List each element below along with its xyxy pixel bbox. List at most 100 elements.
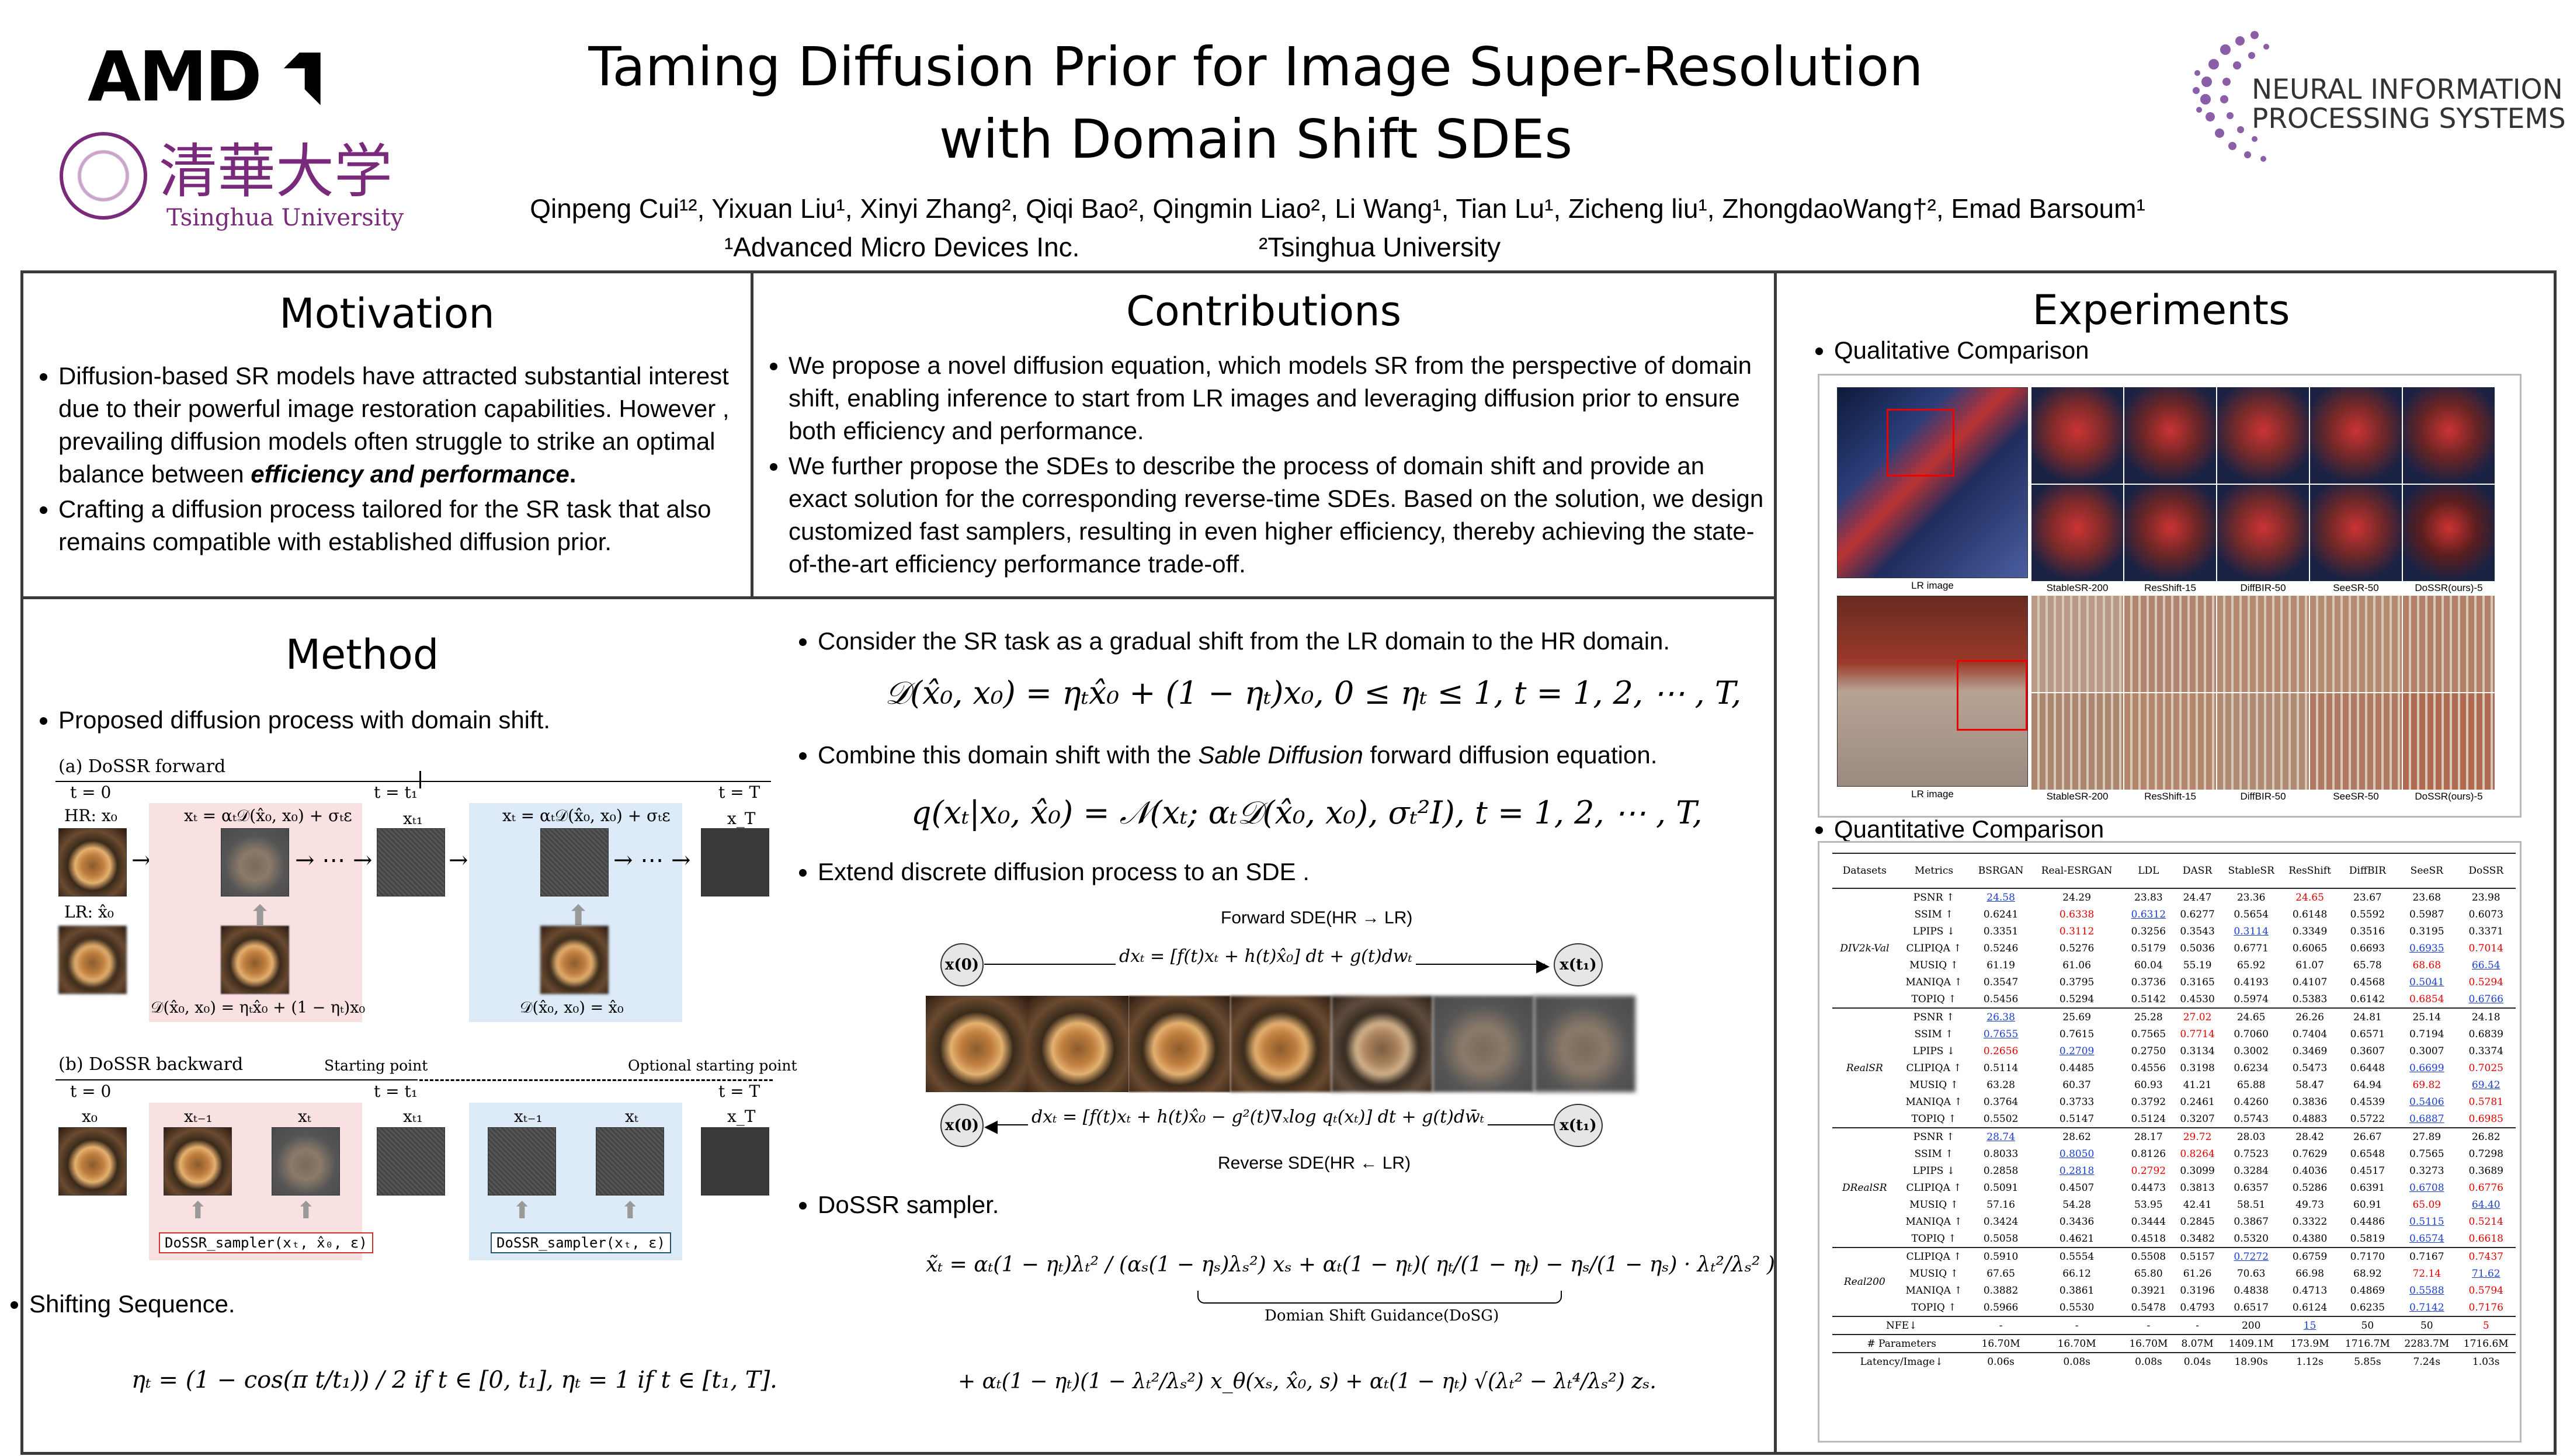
table-cell: 0.3134 bbox=[2180, 1045, 2215, 1057]
table-cell: 26.26 bbox=[2281, 1007, 2338, 1026]
table-row: MANIQA ↑ 0.3547 0.3795 0.3736 0.3165 0.4193 0.… bbox=[1832, 974, 2516, 991]
table-cell: 0.5124 bbox=[2131, 1113, 2166, 1125]
table-cell: 0.4193 bbox=[2234, 976, 2269, 988]
table-cell: 0.6887 bbox=[2409, 1113, 2444, 1125]
table-row: CLIPIQA ↑ 0.5246 0.5276 0.5179 0.5036 0.6771 0… bbox=[1832, 940, 2516, 957]
table-cell: 0.3547 bbox=[1983, 976, 2019, 988]
table-cell: 49.73 bbox=[2295, 1198, 2324, 1211]
table-cell: 72.14 bbox=[2412, 1267, 2442, 1280]
table-header-cell: DoSSR bbox=[2468, 865, 2504, 877]
table-cell: 0.4883 bbox=[2292, 1113, 2328, 1125]
table-cell: 0.3196 bbox=[2180, 1284, 2215, 1297]
table-cell: 0.3444 bbox=[2131, 1215, 2166, 1228]
table-cell: 0.4838 bbox=[2234, 1284, 2269, 1297]
up-arrow-pink-back-1: ⬆ bbox=[188, 1198, 208, 1224]
table-cell: 23.83 bbox=[2134, 891, 2163, 904]
sde-strip-frame-1 bbox=[926, 996, 1027, 1092]
table-cell: 1.12s bbox=[2281, 1352, 2338, 1370]
qual-lr-caption-1: LR image bbox=[1911, 580, 1954, 591]
table-cell: 0.3195 bbox=[2409, 925, 2444, 937]
table-cell: 0.3736 bbox=[2131, 976, 2166, 988]
up-arrow-blue-back-2: ⬆ bbox=[620, 1198, 640, 1224]
equation-forward-diffusion: q(xₜ|x₀, x̂₀) = 𝒩(xₜ; αₜ𝒟(x̂₀, x₀), σₜ²I… bbox=[911, 794, 1703, 831]
table-cell: 0.6708 bbox=[2409, 1182, 2444, 1194]
table-cell: 0.5294 bbox=[2059, 993, 2095, 1005]
table-cell: MANIQA ↑ bbox=[1905, 1215, 1963, 1228]
table-cell: 69.42 bbox=[2471, 1079, 2500, 1091]
table-cell: 0.5794 bbox=[2468, 1284, 2503, 1297]
table-cell: TOPIQ ↑ bbox=[1911, 993, 1957, 1005]
table-cell: 0.7194 bbox=[2409, 1028, 2444, 1040]
table-cell: 0.5147 bbox=[2059, 1113, 2095, 1125]
table-row: TOPIQ ↑ 0.5456 0.5294 0.5142 0.4530 0.5974 0.5… bbox=[1832, 991, 2516, 1008]
qual-crop-caption: DiffBIR-50 bbox=[2240, 791, 2286, 802]
forward-tT: t = T bbox=[718, 783, 760, 802]
table-header-cell: LDL bbox=[2138, 865, 2159, 877]
table-cell: 0.3349 bbox=[2292, 925, 2328, 937]
table-cell: 200 bbox=[2220, 1316, 2282, 1335]
table-cell: 173.9M bbox=[2281, 1334, 2338, 1353]
table-dataset-cell: RealSR bbox=[1832, 1007, 1897, 1128]
table-cell: 0.4556 bbox=[2131, 1062, 2166, 1074]
table-cell: 0.5214 bbox=[2468, 1215, 2503, 1228]
table-cell: 0.2818 bbox=[2059, 1165, 2095, 1177]
backward-pink-xt: xₜ bbox=[298, 1107, 311, 1126]
starting-point-label: Starting point bbox=[324, 1057, 428, 1074]
qual-lr-caption-2: LR image bbox=[1911, 788, 1954, 800]
table-cell: 0.6235 bbox=[2350, 1301, 2385, 1313]
author-list: Qinpeng Cui¹², Yixuan Liu¹, Xinyi Zhang²… bbox=[530, 193, 2145, 224]
table-header-cell: BSRGAN bbox=[1978, 865, 2024, 877]
up-arrow-pink-back-2: ⬆ bbox=[296, 1198, 316, 1224]
table-cell: 0.6124 bbox=[2292, 1301, 2328, 1313]
table-row: LPIPS ↓ 0.2858 0.2818 0.2792 0.3099 0.3284 0.4… bbox=[1832, 1162, 2516, 1179]
table-cell: 24.81 bbox=[2338, 1007, 2398, 1026]
up-arrow-blue-back-1: ⬆ bbox=[512, 1198, 532, 1224]
table-cell: 0.7714 bbox=[2180, 1028, 2215, 1040]
method-bullet-consider: Consider the SR task as a gradual shift … bbox=[783, 625, 1776, 660]
lr-cat-image bbox=[58, 926, 127, 994]
forward-t0: t = 0 bbox=[70, 783, 112, 802]
table-cell: 60.37 bbox=[2062, 1079, 2091, 1091]
backward-diagram-label: (b) DoSSR backward bbox=[58, 1054, 244, 1075]
table-cell: 64.40 bbox=[2471, 1198, 2500, 1211]
table-cell: 0.8264 bbox=[2180, 1148, 2215, 1160]
table-cell: 28.74 bbox=[1971, 1127, 2031, 1145]
forward-xT-label: x_T bbox=[727, 809, 756, 828]
table-cell: MANIQA ↑ bbox=[1905, 1284, 1963, 1297]
table-cell: 0.8033 bbox=[1983, 1148, 2019, 1160]
method-bullet-combine: Combine this domain shift with the Sable… bbox=[783, 739, 1776, 774]
table-cell: 0.7298 bbox=[2468, 1148, 2503, 1160]
forward-pink-mixed-image bbox=[221, 926, 289, 994]
table-cell: 0.4539 bbox=[2350, 1096, 2385, 1108]
backward-t1: t = t₁ bbox=[374, 1082, 418, 1101]
table-cell: 0.2858 bbox=[1983, 1165, 2019, 1177]
backward-timeline bbox=[55, 1079, 418, 1080]
backward-tT: t = T bbox=[718, 1082, 760, 1101]
sampler-pink-box: DoSSR_sampler(xₜ, x̂₀, ε) bbox=[159, 1232, 373, 1253]
table-cell: 0.5179 bbox=[2131, 942, 2166, 954]
table-cell: 0.5473 bbox=[2292, 1062, 2328, 1074]
table-cell: 0.7565 bbox=[2409, 1148, 2444, 1160]
table-cell: 0.6312 bbox=[2131, 908, 2166, 920]
table-cell: - bbox=[2174, 1316, 2221, 1335]
table-cell: 0.6277 bbox=[2180, 908, 2215, 920]
table-header-cell: SeeSR bbox=[2410, 865, 2443, 877]
forward-pink-eq: xₜ = αₜ𝒟(x̂₀, x₀) + σₜε bbox=[184, 806, 352, 825]
table-header-cell: DiffBIR bbox=[2349, 865, 2386, 877]
table-cell: CLIPIQA ↑ bbox=[1906, 942, 1962, 954]
backward-blue-xt: xₜ bbox=[625, 1107, 638, 1126]
table-cell: 55.19 bbox=[2183, 959, 2212, 971]
table-header-cell: Metrics bbox=[1914, 865, 1954, 877]
table-cell: 0.5654 bbox=[2234, 908, 2269, 920]
poster-title-line2: with Domain Shift SDEs bbox=[939, 108, 1573, 171]
table-cell: - bbox=[2030, 1316, 2123, 1335]
table-row: # Parameters 16.70M 16.70M 16.70M 8.07M 1409.… bbox=[1832, 1334, 2516, 1353]
table-row: NFE↓ - - - -200 15 50 50 5 bbox=[1832, 1316, 2516, 1335]
forward-blue-D: 𝒟(x̂₀, x₀) = x̂₀ bbox=[520, 999, 624, 1017]
table-cell: 0.6935 bbox=[2409, 942, 2444, 954]
sde-strip-frame-3 bbox=[1128, 996, 1230, 1092]
table-cell: 0.3371 bbox=[2468, 925, 2503, 937]
table-cell: 0.3921 bbox=[2131, 1284, 2166, 1297]
table-cell: 0.3284 bbox=[2234, 1165, 2269, 1177]
qual-lr-spiderman bbox=[1837, 387, 2028, 578]
